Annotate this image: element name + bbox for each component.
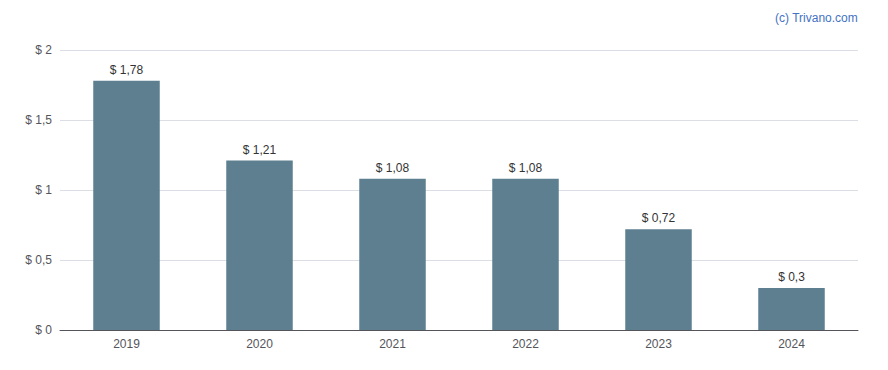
svg-text:$ 2: $ 2 — [35, 43, 52, 57]
svg-text:2019: 2019 — [113, 337, 140, 351]
svg-text:2022: 2022 — [512, 337, 539, 351]
svg-text:$ 1,08: $ 1,08 — [509, 161, 543, 175]
svg-text:2021: 2021 — [379, 337, 406, 351]
svg-text:$ 0,72: $ 0,72 — [642, 211, 676, 225]
svg-text:$ 1: $ 1 — [35, 183, 52, 197]
svg-text:2020: 2020 — [246, 337, 273, 351]
svg-text:$ 1,21: $ 1,21 — [243, 143, 277, 157]
svg-text:$ 1,5: $ 1,5 — [25, 113, 52, 127]
svg-text:$ 1,78: $ 1,78 — [110, 63, 144, 77]
svg-text:$ 0,5: $ 0,5 — [25, 253, 52, 267]
svg-text:$ 0: $ 0 — [35, 323, 52, 337]
svg-text:$ 0,3: $ 0,3 — [778, 270, 805, 284]
svg-text:2024: 2024 — [778, 337, 805, 351]
svg-text:(c) Trivano.com: (c) Trivano.com — [775, 11, 858, 25]
svg-text:$ 1,08: $ 1,08 — [376, 161, 410, 175]
svg-text:2023: 2023 — [645, 337, 672, 351]
